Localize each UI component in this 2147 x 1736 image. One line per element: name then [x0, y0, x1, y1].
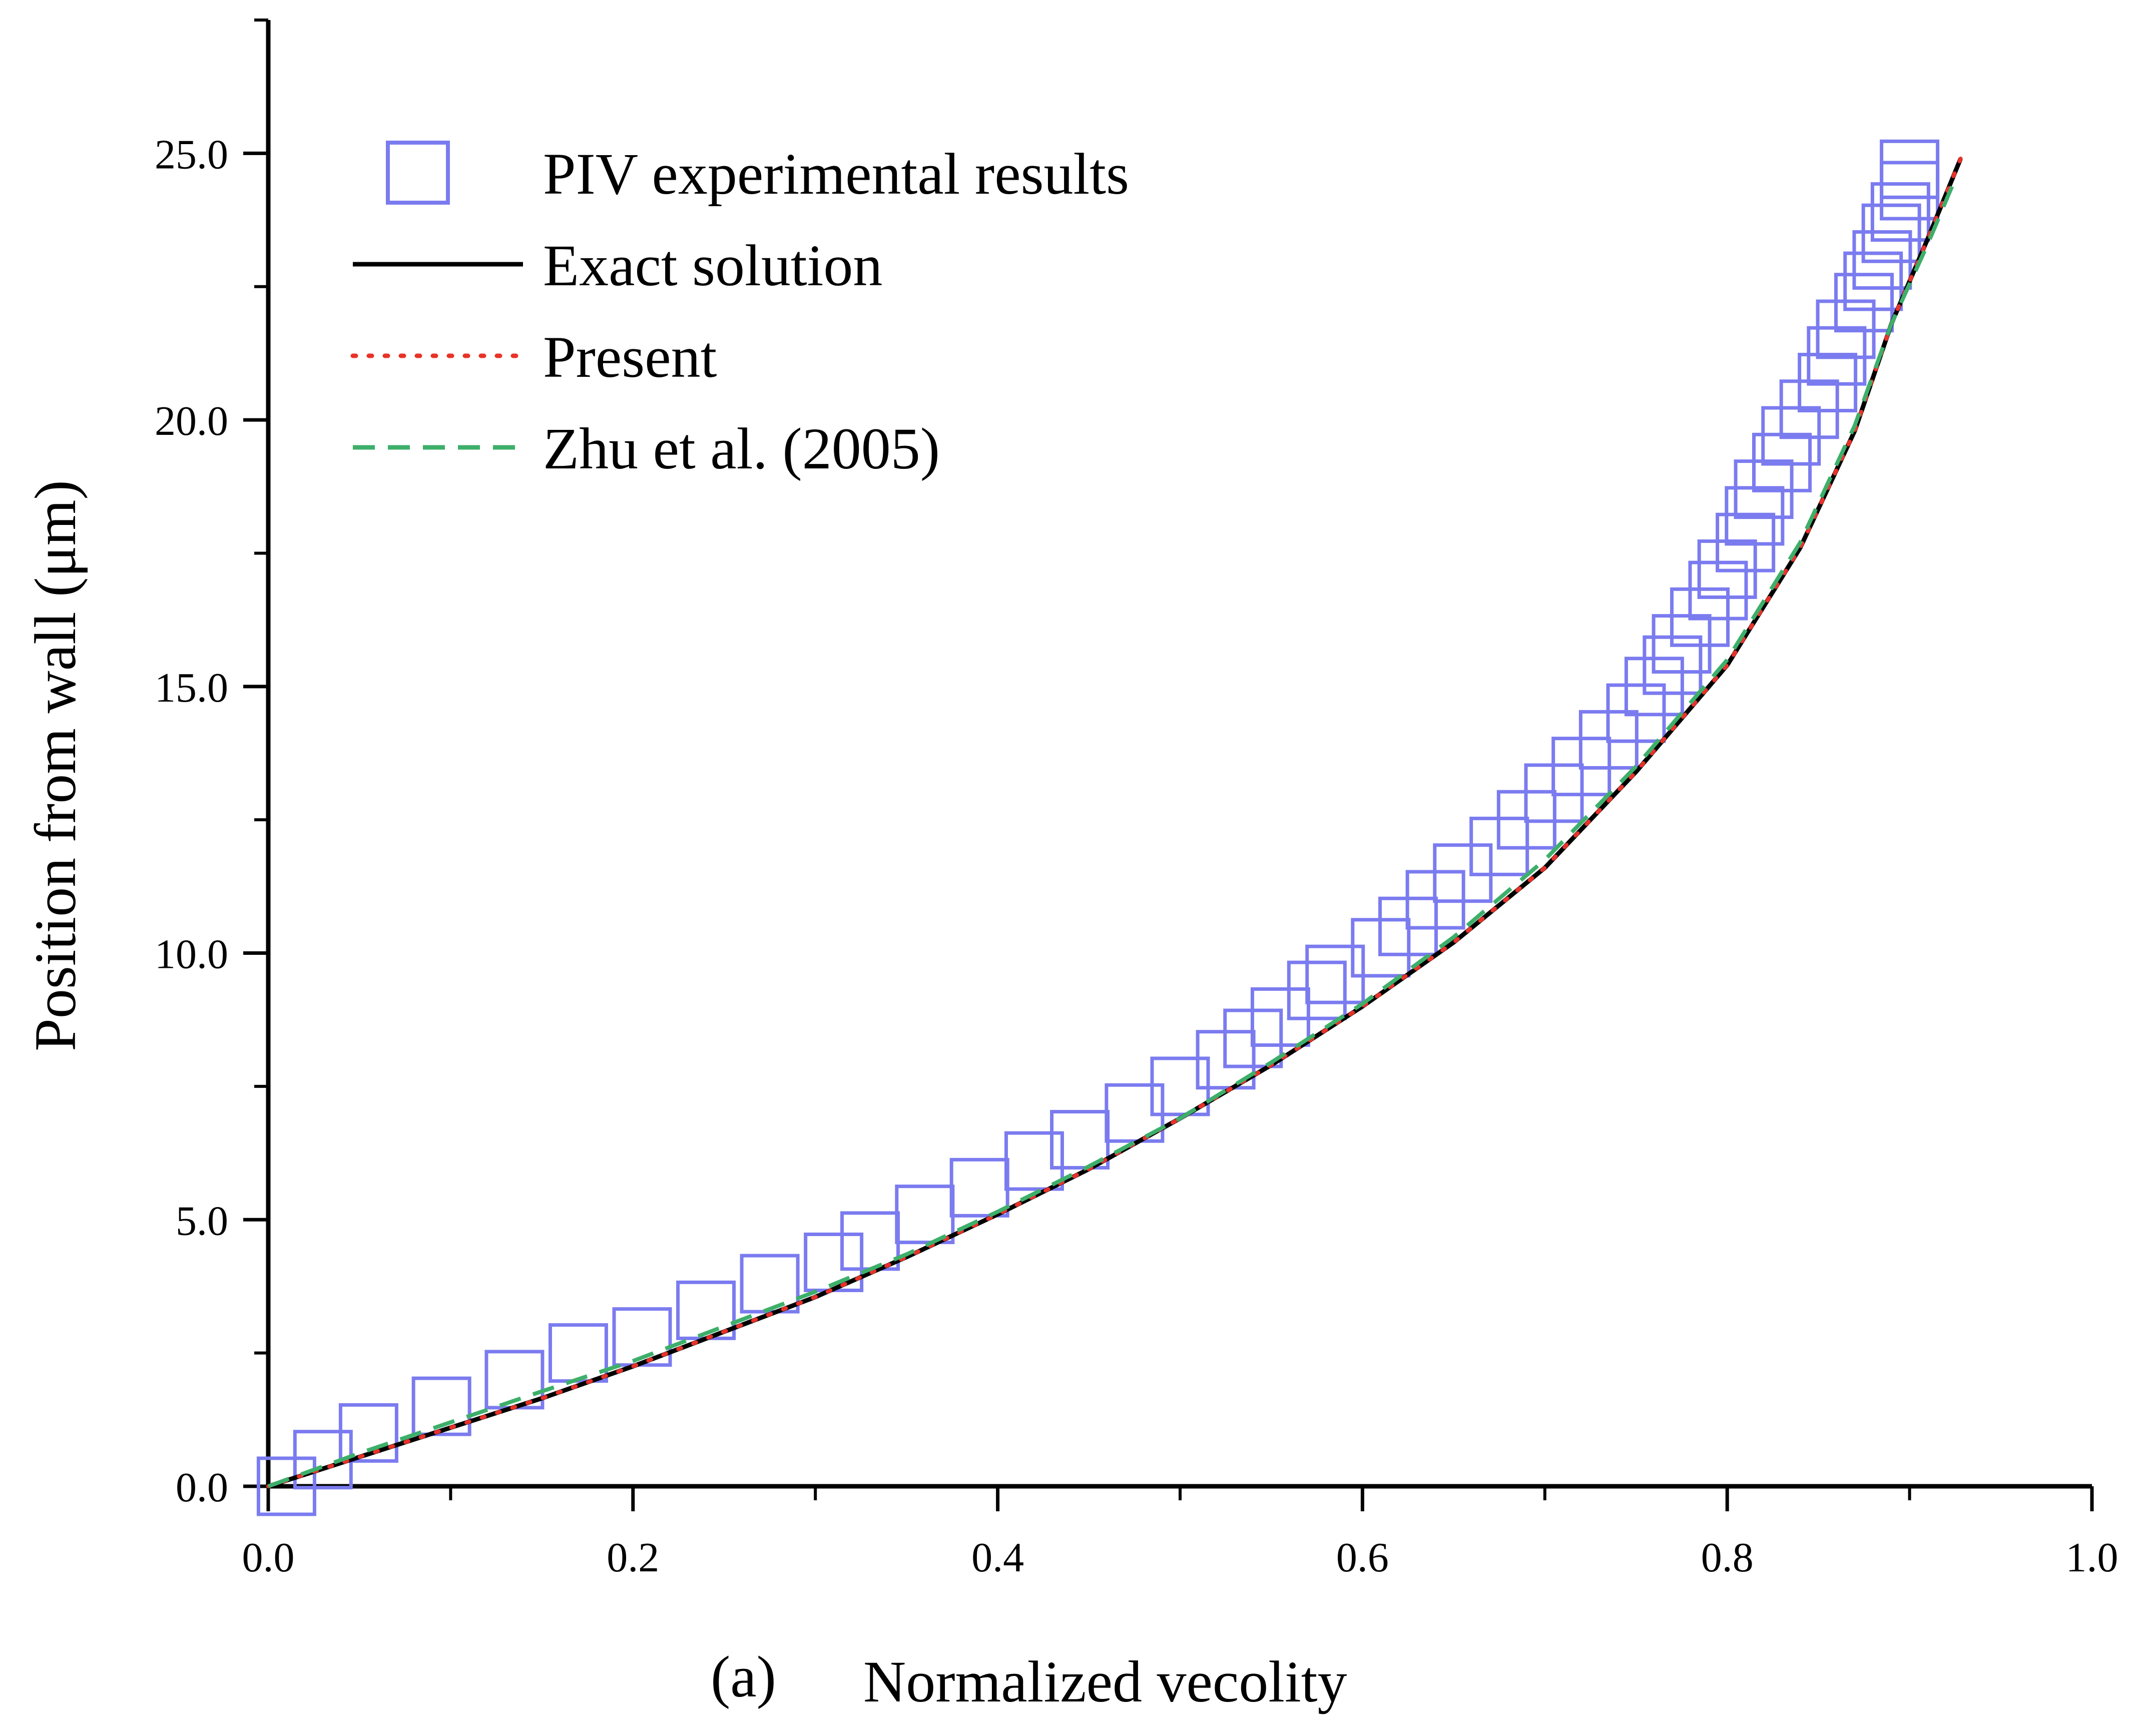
y-tick-label: 25.0 — [155, 131, 228, 178]
legend-label: PIV experimental results — [543, 141, 1129, 207]
axes — [266, 20, 2092, 1489]
x-tick-label: 0.8 — [1701, 1534, 1754, 1581]
x-axis-title: Normalized vecolity — [863, 1649, 1347, 1714]
data-point-piv-experimental-results — [338, 1403, 398, 1463]
legend-marker-square — [386, 141, 450, 205]
data-point-piv-experimental-results — [895, 1185, 955, 1245]
y-tick-label: 10.0 — [155, 931, 228, 978]
data-point-piv-experimental-results — [740, 1254, 800, 1314]
data-point-piv-experimental-results — [1287, 960, 1347, 1020]
legend-label: Present — [543, 324, 717, 390]
plot-area — [256, 139, 1963, 1516]
y-tick-label: 15.0 — [155, 665, 228, 711]
data-point-piv-experimental-results — [1843, 251, 1903, 311]
data-point-piv-experimental-results — [1880, 139, 1940, 199]
x-tick-label: 0.2 — [607, 1534, 659, 1581]
legend-label: Zhu et al. (2005) — [543, 416, 940, 481]
series-line-present — [266, 157, 1963, 1488]
data-point-piv-experimental-results — [1004, 1131, 1064, 1191]
data-point-piv-experimental-results — [1834, 273, 1894, 333]
series-line-exact-solution — [267, 158, 1963, 1489]
data-point-piv-experimental-results — [548, 1323, 608, 1383]
x-tick-label: 0.0 — [242, 1534, 295, 1581]
data-point-piv-experimental-results — [1861, 203, 1921, 263]
x-tick-label: 0.4 — [971, 1534, 1024, 1581]
legend: PIV experimental results Exact solution Pr… — [350, 141, 1129, 481]
tick-labels: 0.0 0.2 0.4 0.6 0.8 1.0 0.0 5.0 10.0 15.0 20.0 25.0 — [155, 131, 2118, 1581]
y-tick-label: 5.0 — [176, 1198, 228, 1244]
data-point-piv-experimental-results — [1870, 182, 1930, 242]
y-tick-label: 20.0 — [155, 398, 228, 444]
data-point-piv-experimental-results — [840, 1211, 900, 1271]
x-tick-label: 1.0 — [2066, 1534, 2118, 1581]
series-line-zhu-et-al-2005 — [267, 174, 1959, 1488]
y-tick-label: 0.0 — [176, 1464, 228, 1511]
legend-label: Exact solution — [543, 233, 882, 298]
y-axis-title: Position from wall (μm) — [23, 480, 88, 1051]
x-tick-label: 0.6 — [1336, 1534, 1389, 1581]
panel-label: (a) — [711, 1644, 776, 1709]
data-point-piv-experimental-results — [949, 1158, 1009, 1218]
data-point-piv-experimental-results — [411, 1376, 471, 1436]
ticks — [243, 19, 2094, 1511]
